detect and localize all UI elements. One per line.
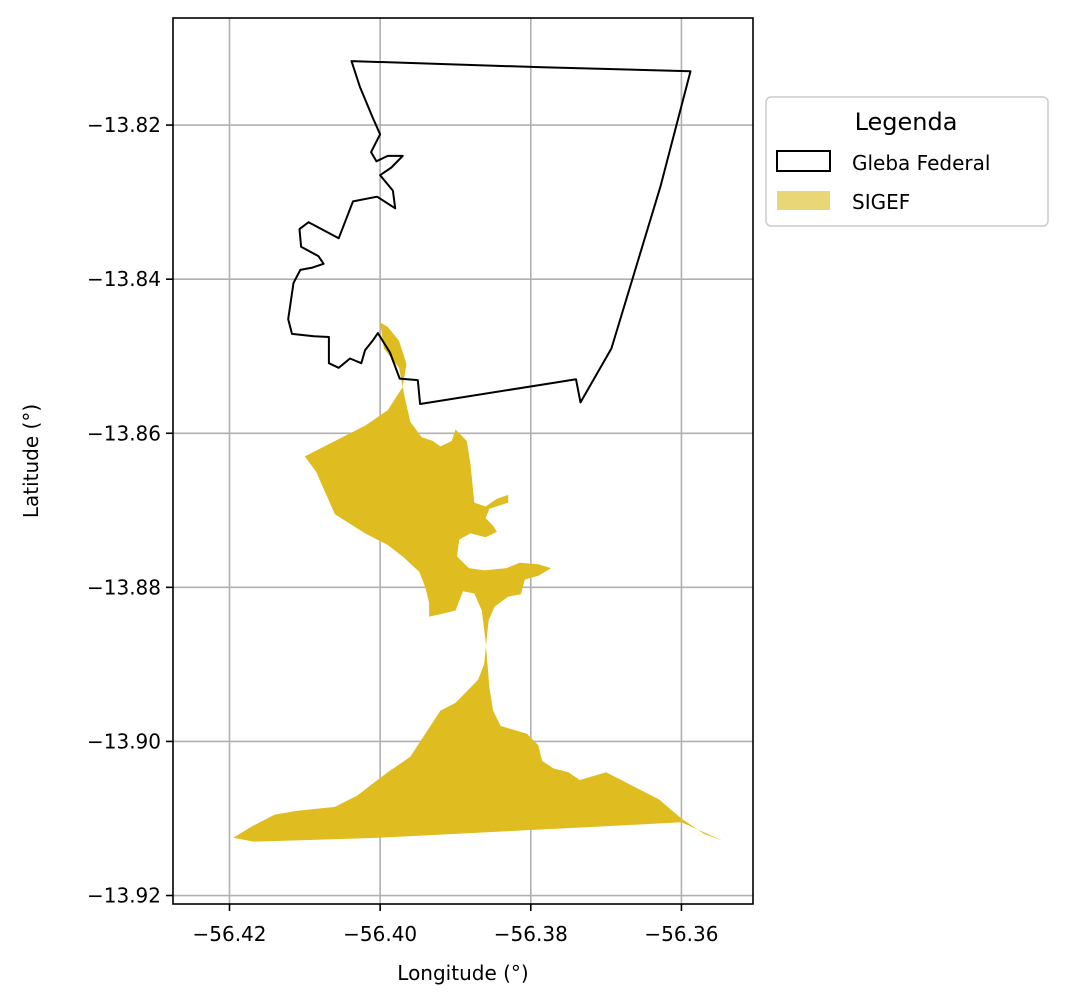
legend-swatch-gleba-federal [776,150,831,172]
legend-label-gleba-federal: Gleba Federal [852,151,990,175]
plot-frame [172,17,754,905]
y-tick-label: −13.88 [87,575,161,599]
y-tick-label: −13.84 [87,267,161,291]
y-tick-label: −13.82 [87,113,161,137]
legend-label-sigef: SIGEF [852,190,910,214]
sigef-parcel [233,322,723,842]
x-axis-ticks: −56.42 −56.40 −56.38 −56.36 [192,904,718,946]
x-axis-label: Longitude (°) [397,961,528,985]
x-tick-label: −56.38 [494,922,568,946]
sigef-layer [233,322,723,842]
y-tick-label: −13.90 [87,729,161,753]
y-axis-ticks: −13.82 −13.84 −13.86 −13.88 −13.90 −13.92 [87,113,173,908]
y-tick-label: −13.86 [87,421,161,445]
legend-swatch-sigef [777,191,830,210]
x-tick-label: −56.42 [192,922,266,946]
legend-frame [765,96,1049,227]
gleba-federal-boundary [287,60,692,405]
legend: Legenda Gleba Federal SIGEF [765,96,1049,227]
x-tick-label: −56.36 [644,922,718,946]
gleba-federal-layer [287,60,692,405]
legend-title: Legenda [855,108,958,136]
x-tick-label: −56.40 [343,922,417,946]
y-tick-label: −13.92 [87,884,161,908]
y-axis-label: Latitude (°) [19,404,43,518]
